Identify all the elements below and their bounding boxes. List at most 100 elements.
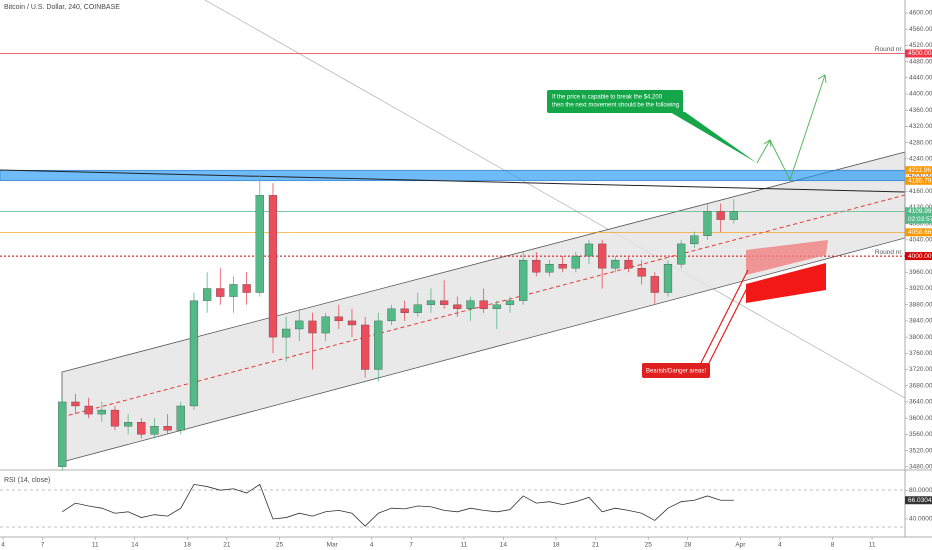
x-tick-label: 21 xyxy=(223,542,231,549)
price-tag xyxy=(905,207,932,216)
candle-body xyxy=(110,409,120,427)
chart-title: Bitcoin / U.S. Dollar, 240, COINBASE xyxy=(4,4,120,11)
x-tick-label: 4 xyxy=(1,542,5,549)
rsi-line xyxy=(62,483,734,527)
candle-body xyxy=(242,284,251,293)
bearish-text: Bearish/Danger areas! xyxy=(646,369,706,375)
x-tick-label: 11 xyxy=(461,542,468,549)
candle-body xyxy=(703,211,712,236)
rsi-tick-label: 40.0000 xyxy=(909,516,932,523)
candle-body xyxy=(361,324,370,370)
y-tick-label: 4200.00 xyxy=(909,172,932,179)
candle-body xyxy=(387,308,396,322)
y-tick-label: 4320.00 xyxy=(909,123,932,130)
candle-body xyxy=(97,409,106,415)
candle-body xyxy=(189,300,199,407)
candle-body xyxy=(268,195,278,338)
candle-body xyxy=(203,288,212,301)
candle-body xyxy=(321,316,330,334)
y-tick-label: 4360.00 xyxy=(909,107,932,114)
y-tick-label: 3800.00 xyxy=(909,334,932,341)
candle-body xyxy=(137,422,146,435)
y-tick-label: 4280.00 xyxy=(909,139,932,146)
y-tick-label: 4240.00 xyxy=(909,156,932,163)
candle-body xyxy=(479,300,488,309)
candle-body xyxy=(716,211,725,220)
candle-body xyxy=(545,264,554,273)
callout-pointer xyxy=(670,112,757,163)
x-tick-label: 7 xyxy=(41,542,45,549)
bearish-pointer xyxy=(707,285,749,366)
x-tick-label: 28 xyxy=(684,542,692,549)
bearish-zone-light xyxy=(746,240,828,275)
diagonal-trendline xyxy=(204,0,906,399)
callout-text: then the next movement should be the fol… xyxy=(552,103,679,109)
resistance-line xyxy=(0,169,906,193)
candle-body xyxy=(58,401,67,467)
x-tick-label: 11 xyxy=(92,542,99,549)
y-tick-label: 3680.00 xyxy=(909,382,932,389)
candle-body xyxy=(519,259,528,301)
x-tick-label: 25 xyxy=(645,542,653,549)
y-tick-label: 4520.00 xyxy=(909,42,932,49)
price-tag-label: 4000.00 xyxy=(908,253,932,260)
candle-body xyxy=(663,264,673,293)
price-tag-label: 4500.00 xyxy=(908,50,932,57)
price-tag xyxy=(905,176,932,185)
candle-body xyxy=(650,276,659,293)
candle-body xyxy=(611,259,620,269)
price-tag xyxy=(905,252,932,261)
candle-body xyxy=(229,284,238,297)
candle-body xyxy=(334,316,343,322)
candle-body xyxy=(532,259,541,273)
candle-body xyxy=(374,320,383,370)
candle-body xyxy=(347,320,357,326)
y-tick-label: 3920.00 xyxy=(909,285,932,292)
y-tick-label: 3640.00 xyxy=(909,399,932,406)
candle-body xyxy=(677,243,686,265)
y-tick-label: 3960.00 xyxy=(909,269,932,276)
x-tick-label: 18 xyxy=(552,542,560,549)
candle-body xyxy=(282,328,291,338)
x-tick-label: 7 xyxy=(409,542,413,549)
candle-body xyxy=(440,300,449,305)
projection-arrow xyxy=(756,74,826,182)
candle-body xyxy=(308,320,317,334)
x-tick-label: 8 xyxy=(831,542,835,549)
candle-body xyxy=(492,304,501,309)
price-tag-label: 4211.96 xyxy=(908,167,931,174)
countdown: 02:03:57 xyxy=(908,216,932,223)
x-tick-label: 14 xyxy=(500,542,508,549)
resistance-zone xyxy=(0,169,906,182)
x-tick-label: 4 xyxy=(370,542,374,549)
candle-body xyxy=(71,401,80,407)
candle-body xyxy=(637,268,646,277)
price-tag xyxy=(905,49,932,58)
x-tick-label: 25 xyxy=(276,542,284,549)
candle-body xyxy=(216,288,225,297)
rsi-tag xyxy=(905,496,932,505)
x-tick-label: Mar xyxy=(327,542,339,549)
bearish-zone xyxy=(746,263,826,303)
y-tick-label: 4560.00 xyxy=(909,26,932,33)
candle-body xyxy=(124,422,133,427)
rsi-tick-label: 80.0000 xyxy=(909,487,932,494)
candle-body xyxy=(584,243,594,257)
rsi-last: 66.0304 xyxy=(908,497,932,504)
candle-body xyxy=(413,304,422,313)
candle-body xyxy=(690,235,699,245)
candle-body xyxy=(466,300,475,309)
price-tag-label: 4109.99 xyxy=(908,208,932,215)
y-tick-label: 3480.00 xyxy=(909,463,932,470)
y-tick-label: 4600.00 xyxy=(909,10,932,17)
candle-body xyxy=(505,300,515,305)
price-tag xyxy=(905,228,932,237)
y-tick-label: 3880.00 xyxy=(909,301,932,308)
candle-body xyxy=(84,405,93,415)
candle-body xyxy=(624,259,633,269)
arrow-heads xyxy=(763,74,827,148)
candle-body xyxy=(400,308,409,313)
x-tick-label: 18 xyxy=(184,542,192,549)
candle-body xyxy=(729,211,738,220)
candle-body xyxy=(150,426,159,435)
